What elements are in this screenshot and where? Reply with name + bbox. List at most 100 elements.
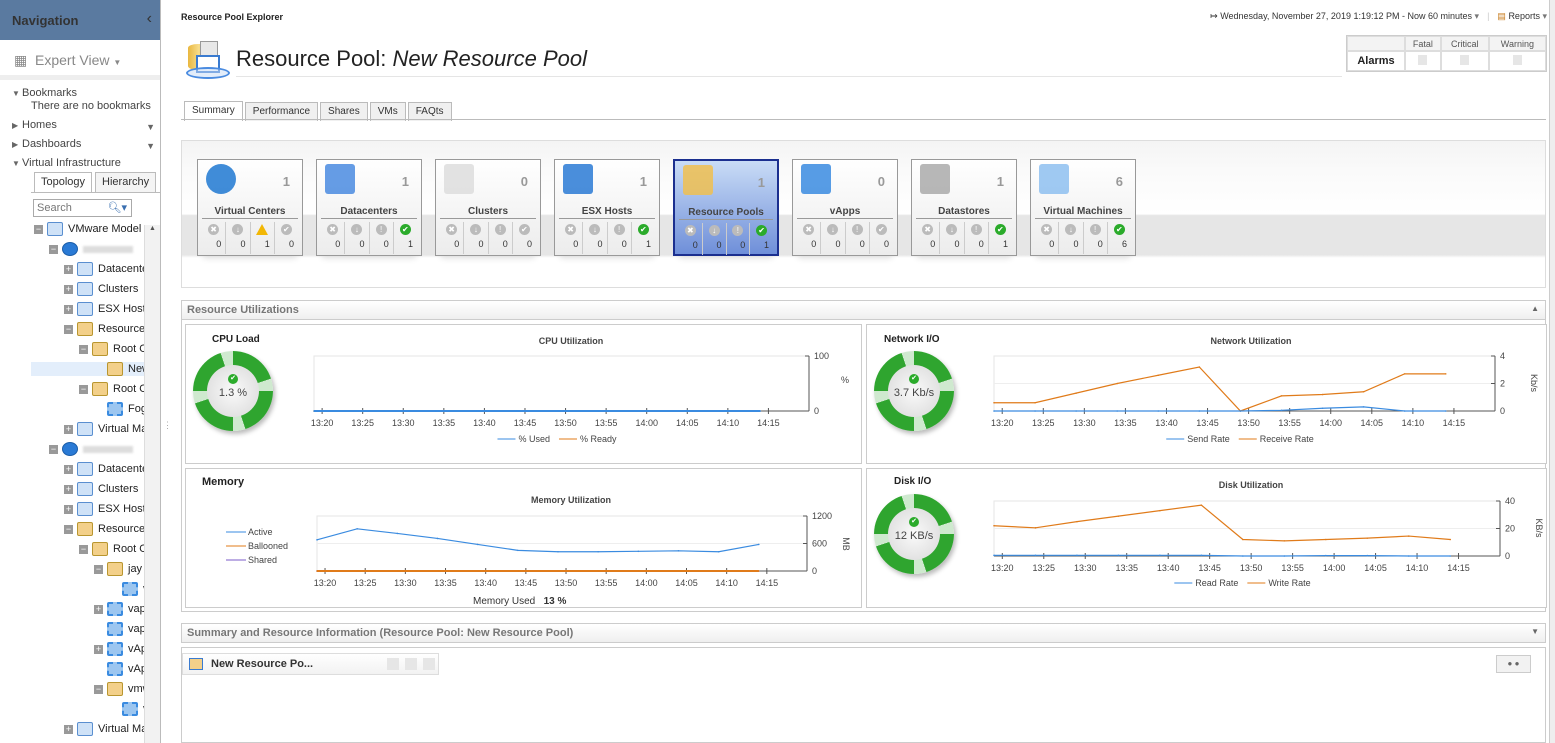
alarms-fatal-count[interactable] xyxy=(1405,51,1441,71)
tree-item[interactable]: Foglight xyxy=(94,402,144,416)
collapse-icon[interactable]: − xyxy=(64,523,73,534)
normal-status-cell[interactable]: ✔ 1 xyxy=(394,222,417,254)
warning-status-cell[interactable]: ! 0 xyxy=(846,222,870,254)
virtual-infrastructure-section[interactable]: ▼ Virtual Infrastructure xyxy=(12,157,121,169)
tile-datastores[interactable]: 1 Datastores ✖ 0 ↓ 0! 0 ✔ 1 xyxy=(911,159,1017,256)
warning-status-cell[interactable]: ! 0 xyxy=(489,222,513,254)
cpu-load-gauge[interactable]: ✔ 1.3 % xyxy=(193,351,273,431)
tree-item[interactable]: + Datacenters xyxy=(64,262,144,276)
warning-status-cell[interactable]: ! 0 xyxy=(965,222,989,254)
tree-item[interactable]: New Resource Pool xyxy=(31,362,144,376)
tree-search-input[interactable]: Search 🔍︎▾ xyxy=(33,199,132,217)
collapse-icon[interactable]: − xyxy=(49,243,58,254)
expand-icon[interactable]: + xyxy=(64,483,73,494)
expand-icon[interactable]: + xyxy=(64,723,73,734)
collapse-arrow-icon[interactable]: ▲ xyxy=(1531,304,1539,313)
collapse-icon[interactable]: − xyxy=(94,563,103,574)
normal-status-cell[interactable]: ✔ 6 xyxy=(1108,222,1131,254)
normal-status-cell[interactable]: ✔ 0 xyxy=(513,222,536,254)
time-range-selector[interactable]: ↦ Wednesday, November 27, 2019 1:19:12 P… xyxy=(1210,11,1479,22)
homes-section[interactable]: ▶ Homes xyxy=(12,119,57,131)
resource-pool-card[interactable]: New Resource Po... xyxy=(182,653,439,675)
warning-status-cell[interactable]: ! 0 xyxy=(370,222,394,254)
fatal-status-cell[interactable]: ✖ 0 xyxy=(679,223,703,255)
critical-status-cell[interactable]: ↓ 0 xyxy=(940,222,965,254)
critical-status-cell[interactable]: ↓ 0 xyxy=(226,222,251,254)
reports-menu[interactable]: ▤ Reports ▾ xyxy=(1497,11,1547,22)
normal-status-cell[interactable]: ✔ 1 xyxy=(750,223,773,255)
critical-status-cell[interactable]: ↓ 0 xyxy=(1059,222,1084,254)
expand-arrow-icon[interactable]: ▼ xyxy=(1531,627,1539,636)
critical-status-cell[interactable]: ↓ 0 xyxy=(464,222,489,254)
normal-status-cell[interactable]: ✔ 1 xyxy=(989,222,1012,254)
tree-item[interactable]: + vApp6 xyxy=(94,642,144,656)
tab-faqts[interactable]: FAQts xyxy=(407,102,452,121)
tab-performance[interactable]: Performance xyxy=(244,102,319,121)
tab-vms[interactable]: VMs xyxy=(369,102,406,121)
tab-topology[interactable]: Topology xyxy=(34,172,93,193)
tile-vapps[interactable]: 0 vApps ✖ 0 ↓ 0! 0 ✔ 0 xyxy=(792,159,898,256)
main-scrollbar[interactable] xyxy=(1549,0,1555,743)
tree-item[interactable]: − xyxy=(49,242,133,256)
tree-item[interactable]: − jay xyxy=(94,562,142,576)
tree-item[interactable]: + Clusters xyxy=(64,282,138,296)
bookmarks-section[interactable]: ▼ Bookmarks xyxy=(12,87,77,99)
tree-item[interactable]: vApp xyxy=(109,702,144,716)
expand-icon[interactable]: + xyxy=(64,503,73,514)
collapse-icon[interactable]: − xyxy=(79,383,88,394)
tree-item[interactable]: − Resource Pools xyxy=(64,522,144,536)
critical-status-cell[interactable]: ↓ 0 xyxy=(703,223,727,255)
tree-item[interactable]: − vmware xyxy=(94,682,144,696)
tree-item[interactable]: vApp_ xyxy=(94,662,144,676)
splitter-handle[interactable]: ⋮ xyxy=(163,420,172,430)
warning-status-cell[interactable]: ! 0 xyxy=(1084,222,1108,254)
tab-summary[interactable]: Summary xyxy=(184,101,243,121)
tree-item[interactable]: − Resource Pools xyxy=(64,322,144,336)
filter-icon[interactable]: ▼ xyxy=(146,122,155,132)
tile-resource-pools[interactable]: 1 Resource Pools ✖ 0 ↓ 0! 0 ✔ 1 xyxy=(673,159,779,256)
tree-item[interactable]: + Virtual Machines xyxy=(64,422,144,436)
collapse-icon[interactable]: − xyxy=(34,223,43,234)
tree-item[interactable]: − Root Of xyxy=(79,542,144,556)
fatal-status-cell[interactable]: ✖ 0 xyxy=(916,222,941,254)
expand-icon[interactable]: + xyxy=(94,603,103,614)
view-selector[interactable]: ▦ Expert View ▼ xyxy=(0,40,160,80)
tree-item[interactable]: + ESX Hosts xyxy=(64,502,144,516)
fatal-status-cell[interactable]: ✖ 0 xyxy=(559,222,584,254)
tile-virtual-centers[interactable]: 1 Virtual Centers ✖ 0 ↓ 0 1 ✔ 0 xyxy=(197,159,303,256)
tab-hierarchy[interactable]: Hierarchy xyxy=(95,172,157,192)
expand-icon[interactable]: + xyxy=(94,643,103,654)
filter-icon[interactable]: ▼ xyxy=(146,141,155,151)
tree-item[interactable]: vapp2 xyxy=(94,622,144,636)
network-io-gauge[interactable]: ✔ 3.7 Kb/s xyxy=(874,351,954,431)
tree-item[interactable]: − Root Of xyxy=(79,342,144,356)
tree-item[interactable]: − Root Of xyxy=(79,382,144,396)
fatal-status-cell[interactable]: ✖ 0 xyxy=(1035,222,1060,254)
collapse-icon[interactable]: − xyxy=(49,443,58,454)
tree-item[interactable]: + ESX Hosts xyxy=(64,302,144,316)
scroll-up-icon[interactable]: ▲ xyxy=(149,225,156,232)
critical-status-cell[interactable]: ↓ 0 xyxy=(821,222,846,254)
tile-datacenters[interactable]: 1 Datacenters ✖ 0 ↓ 0! 0 ✔ 1 xyxy=(316,159,422,256)
tree-item[interactable]: − VMware Model xyxy=(34,222,141,236)
collapse-icon[interactable]: − xyxy=(79,543,88,554)
tile-virtual-machines[interactable]: 6 Virtual Machines ✖ 0 ↓ 0! 0 ✔ 6 xyxy=(1030,159,1136,256)
fatal-status-cell[interactable]: ✖ 0 xyxy=(440,222,465,254)
tree-scrollbar[interactable]: ▲ xyxy=(144,225,160,743)
disk-io-gauge[interactable]: ✔ 12 KB/s xyxy=(874,494,954,574)
expand-icon[interactable]: + xyxy=(64,303,73,314)
critical-status-cell[interactable]: ↓ 0 xyxy=(345,222,370,254)
tab-shares[interactable]: Shares xyxy=(320,102,368,121)
warning-status-cell[interactable]: 1 xyxy=(251,222,275,254)
resource-utilizations-header[interactable]: Resource Utilizations ▲ xyxy=(181,300,1546,320)
fatal-status-cell[interactable]: ✖ 0 xyxy=(321,222,346,254)
tile-esx-hosts[interactable]: 1 ESX Hosts ✖ 0 ↓ 0! 0 ✔ 1 xyxy=(554,159,660,256)
normal-status-cell[interactable]: ✔ 1 xyxy=(632,222,655,254)
alarms-critical-count[interactable] xyxy=(1440,51,1489,71)
warning-status-cell[interactable]: ! 0 xyxy=(608,222,632,254)
collapse-chevron-icon[interactable]: ‹ xyxy=(146,10,152,27)
critical-status-cell[interactable]: ↓ 0 xyxy=(583,222,608,254)
tree-item[interactable]: vApp xyxy=(109,582,144,596)
tree-item[interactable]: + Clusters xyxy=(64,482,138,496)
fatal-status-cell[interactable]: ✖ 0 xyxy=(202,222,227,254)
